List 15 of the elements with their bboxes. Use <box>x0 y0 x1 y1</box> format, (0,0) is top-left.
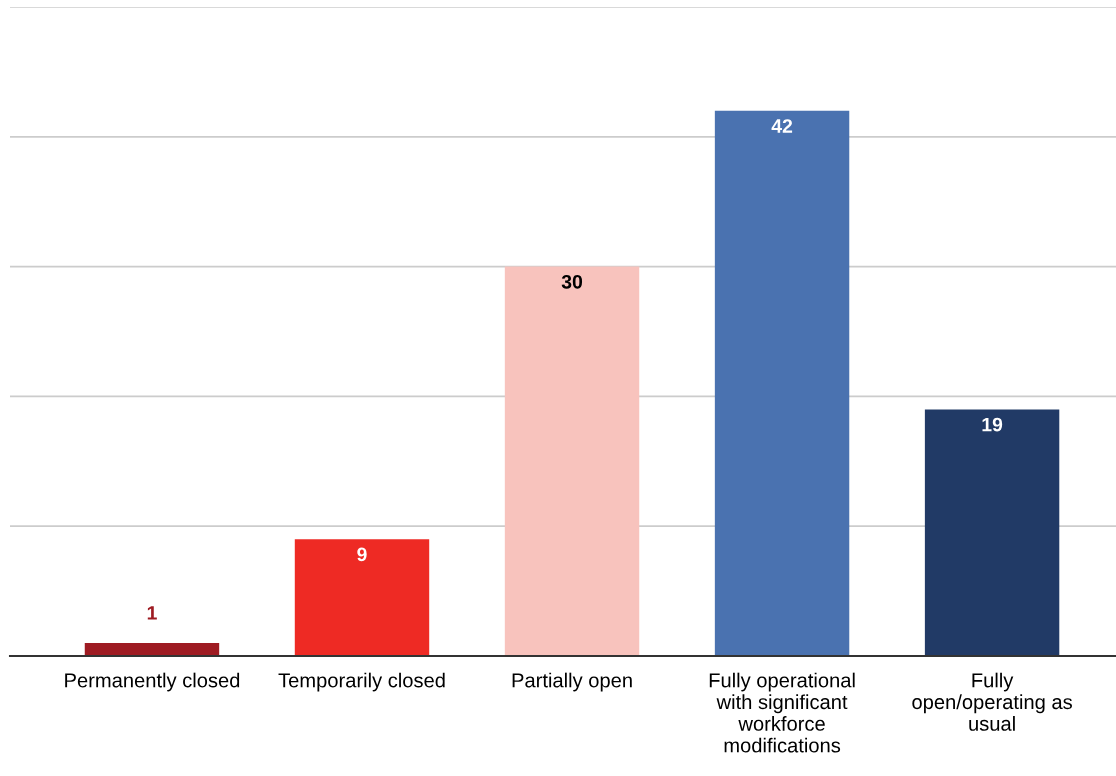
x-tick-label: Partially open <box>512 672 632 692</box>
x-tick-label: Temporarily closed <box>278 672 445 692</box>
x-tick-label: Permanently closed <box>65 672 240 692</box>
data-label: 42 <box>771 119 793 133</box>
bar <box>924 409 1060 656</box>
data-label: 30 <box>561 274 583 289</box>
data-label: 1 <box>147 606 157 620</box>
x-tick-label: Fully operational with significant workforce modifications <box>709 672 855 753</box>
bar <box>84 643 220 656</box>
x-tick-label: Fully open/operating as usual <box>912 672 1072 731</box>
bar <box>714 110 850 656</box>
bar <box>504 266 640 656</box>
bar <box>294 539 430 656</box>
data-label: 9 <box>357 547 367 562</box>
data-label: 19 <box>982 417 1003 432</box>
